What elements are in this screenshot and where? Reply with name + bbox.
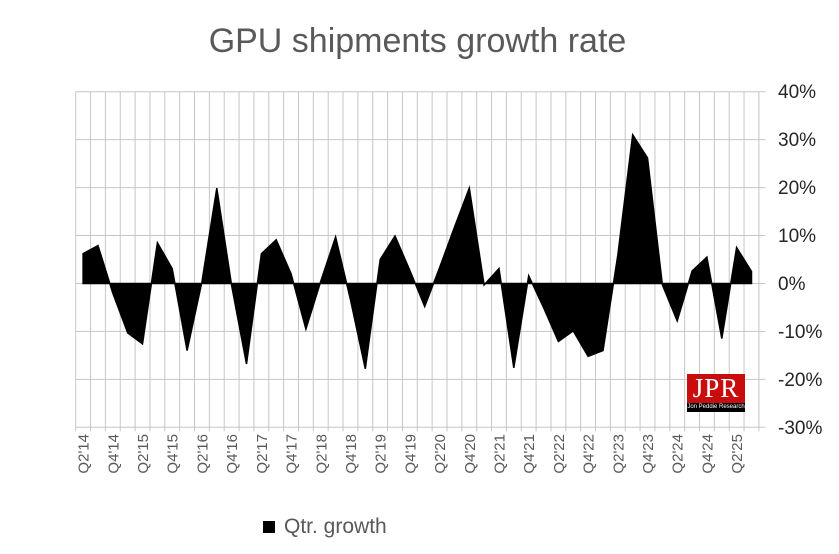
x-axis-label: Q4'21 bbox=[521, 434, 538, 474]
x-axis-label: Q2'21 bbox=[492, 434, 509, 474]
x-axis-label: Q2'18 bbox=[313, 434, 330, 474]
x-axis-labels: Q2'14 Q4'14 Q2'15 Q4'15 Q2'16 Q4'16 Q2'17 Q4'17… bbox=[76, 434, 746, 474]
x-axis-label: Q2'17 bbox=[254, 434, 271, 474]
x-axis-label: Q2'22 bbox=[551, 434, 568, 474]
chart-title: GPU shipments growth rate bbox=[208, 22, 627, 60]
x-axis-label: Q2'16 bbox=[194, 434, 211, 474]
y-axis-label: -30% bbox=[778, 418, 822, 439]
x-axis-label: Q4'17 bbox=[284, 434, 301, 474]
y-axis-label: 40% bbox=[778, 82, 816, 103]
y-axis-label: -20% bbox=[778, 370, 822, 391]
x-axis-label: Q4'22 bbox=[581, 434, 598, 474]
y-axis-ticks bbox=[758, 91, 766, 428]
legend: Qtr. growth bbox=[263, 515, 387, 539]
x-axis-label: Q4'15 bbox=[165, 434, 182, 474]
x-axis-label: Q4'24 bbox=[699, 434, 716, 474]
x-axis-label: Q2'25 bbox=[729, 434, 746, 474]
y-axis-label: 30% bbox=[778, 130, 816, 151]
x-axis-label: Q4'19 bbox=[402, 434, 419, 474]
x-axis-label: Q2'20 bbox=[432, 434, 449, 474]
x-axis-label: Q2'24 bbox=[670, 434, 687, 474]
x-axis-label: Q2'14 bbox=[76, 434, 93, 474]
x-axis-label: Q4'20 bbox=[462, 434, 479, 474]
jpr-logo-subtitle: Jon Peddie Research bbox=[687, 403, 745, 412]
y-axis-labels: 40% 30% 20% 10% 0% -10% -20% -30% bbox=[778, 82, 822, 439]
jpr-logo: JPR Jon Peddie Research bbox=[687, 374, 745, 412]
x-axis-label: Q2'15 bbox=[135, 434, 152, 474]
x-axis-label: Q4'23 bbox=[640, 434, 657, 474]
x-axis-label: Q4'18 bbox=[343, 434, 360, 474]
y-axis-label: 20% bbox=[778, 178, 816, 199]
area-series-qtr-growth bbox=[82, 132, 753, 369]
y-axis-label: -10% bbox=[778, 322, 822, 343]
x-axis-label: Q2'19 bbox=[373, 434, 390, 474]
x-axis-label: Q4'16 bbox=[224, 434, 241, 474]
jpr-logo-acronym: JPR bbox=[687, 374, 745, 403]
x-axis-label: Q4'14 bbox=[105, 434, 122, 474]
x-axis-label: Q2'23 bbox=[610, 434, 627, 474]
legend-label: Qtr. growth bbox=[284, 515, 387, 538]
y-axis-label: 10% bbox=[778, 226, 816, 247]
legend-marker-square bbox=[263, 521, 275, 533]
y-axis-label: 0% bbox=[778, 274, 806, 295]
